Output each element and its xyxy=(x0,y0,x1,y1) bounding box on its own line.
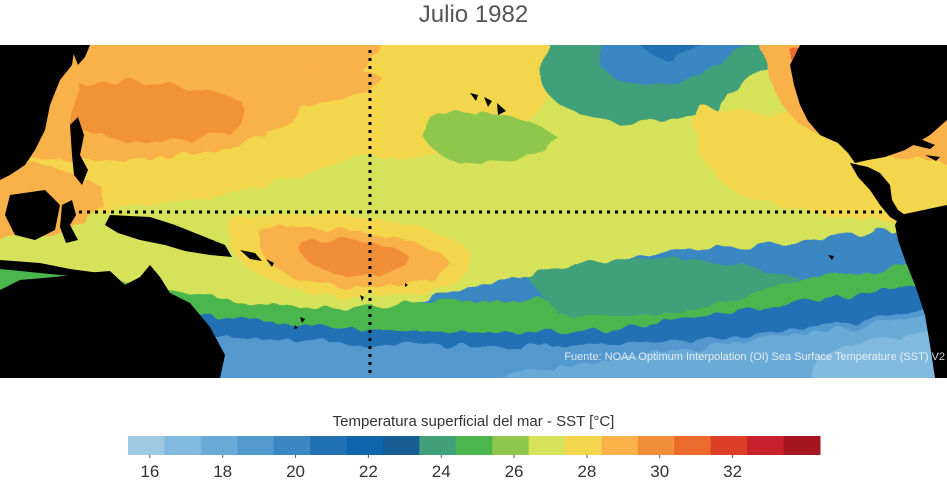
sst-map xyxy=(0,45,947,378)
japan-landmass xyxy=(70,45,90,65)
colorbar-swatch xyxy=(747,436,785,455)
colorbar-swatch xyxy=(237,436,275,455)
colorbar-swatch xyxy=(273,436,311,455)
colorbar-swatch xyxy=(492,436,530,455)
colorbar-swatch xyxy=(128,436,165,455)
central-america-landmass xyxy=(850,163,905,223)
colorbar-swatch xyxy=(419,436,457,455)
land-masses xyxy=(0,45,947,378)
colorbar-swatch xyxy=(674,436,712,455)
colorbar-swatch xyxy=(637,436,675,455)
colorbar-tick-label: 18 xyxy=(213,462,232,480)
colorbar-swatch xyxy=(783,436,821,455)
colorbar-tick-label: 22 xyxy=(359,462,378,480)
colorbar-swatch xyxy=(528,436,566,455)
solomon-islands xyxy=(240,250,274,267)
hawaii-islands xyxy=(470,93,506,115)
colorbar-swatch xyxy=(200,436,238,455)
colorbar-swatch xyxy=(565,436,602,455)
colorbar-swatch xyxy=(310,436,348,455)
colorbar-tick-label: 30 xyxy=(650,462,669,480)
colorbar-tick-label: 26 xyxy=(505,462,524,480)
colorbar-tick-label: 20 xyxy=(286,462,305,480)
asia-landmass xyxy=(0,45,75,180)
map-title: Julio 1982 xyxy=(418,1,529,28)
philippines-landmass xyxy=(70,117,88,185)
galapagos-islands xyxy=(828,255,834,260)
colorbar-title: Temperatura superficial del mar - SST [°… xyxy=(332,413,615,430)
new-guinea-landmass xyxy=(105,215,232,257)
south-america-landmass xyxy=(895,205,947,378)
north-america-landmass xyxy=(790,45,947,163)
colorbar-tick-label: 32 xyxy=(723,462,742,480)
colorbar-tick-label: 16 xyxy=(140,462,159,480)
source-note: Fuente: NOAA Optimum Interpolation (OI) … xyxy=(564,351,945,363)
colorbar-swatch xyxy=(164,436,202,455)
colorbar-tick-label: 28 xyxy=(577,462,596,480)
australia-landmass xyxy=(0,265,225,378)
colorbar-tick-label: 24 xyxy=(432,462,451,480)
colorbar-swatch xyxy=(382,436,420,455)
colorbar-swatch xyxy=(601,436,639,455)
caribbean-islands xyxy=(880,130,940,161)
java-landmass xyxy=(0,260,100,277)
colorbar-swatch xyxy=(346,436,384,455)
borneo-landmass xyxy=(5,190,60,240)
colorbar: 16 18 20 22 24 26 28 30 32 xyxy=(128,436,821,480)
colorbar-swatch xyxy=(710,436,748,455)
sst-field xyxy=(0,45,947,378)
colorbar-swatch xyxy=(455,436,493,455)
